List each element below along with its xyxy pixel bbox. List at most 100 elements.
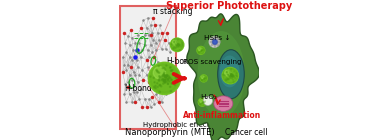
Circle shape: [223, 68, 237, 83]
FancyBboxPatch shape: [120, 6, 176, 129]
Circle shape: [227, 69, 228, 70]
Circle shape: [197, 46, 205, 54]
Ellipse shape: [220, 55, 240, 87]
Circle shape: [198, 47, 204, 54]
Circle shape: [153, 87, 155, 88]
Circle shape: [166, 76, 167, 77]
Circle shape: [164, 68, 165, 69]
Circle shape: [166, 75, 167, 76]
Text: Superior Phototherapy: Superior Phototherapy: [166, 1, 292, 11]
Circle shape: [201, 75, 207, 81]
Circle shape: [217, 44, 219, 46]
Circle shape: [167, 83, 169, 85]
Circle shape: [164, 80, 166, 81]
Circle shape: [175, 81, 176, 82]
Circle shape: [172, 40, 178, 45]
Circle shape: [174, 39, 175, 40]
Circle shape: [200, 75, 207, 82]
Circle shape: [162, 75, 163, 76]
Circle shape: [226, 72, 227, 73]
Circle shape: [150, 64, 179, 93]
Circle shape: [178, 45, 179, 46]
Circle shape: [199, 99, 206, 106]
Circle shape: [171, 39, 183, 51]
Circle shape: [153, 77, 154, 78]
Circle shape: [222, 67, 239, 84]
Circle shape: [230, 77, 231, 78]
Circle shape: [230, 71, 231, 72]
Circle shape: [163, 80, 164, 82]
Circle shape: [154, 82, 155, 83]
Circle shape: [172, 44, 173, 45]
Circle shape: [228, 79, 229, 80]
Circle shape: [198, 98, 206, 106]
Circle shape: [171, 83, 172, 84]
Circle shape: [160, 77, 161, 78]
Circle shape: [174, 48, 175, 49]
Circle shape: [164, 69, 166, 70]
Circle shape: [151, 65, 178, 92]
Circle shape: [170, 70, 172, 71]
Circle shape: [211, 44, 213, 46]
Circle shape: [176, 40, 177, 41]
Circle shape: [200, 99, 203, 102]
Circle shape: [199, 99, 206, 106]
Circle shape: [214, 37, 216, 39]
Circle shape: [178, 45, 179, 46]
Circle shape: [159, 85, 160, 86]
Circle shape: [149, 63, 180, 94]
Circle shape: [165, 76, 167, 77]
Circle shape: [159, 80, 160, 81]
Circle shape: [203, 96, 212, 105]
Circle shape: [197, 47, 204, 54]
Circle shape: [150, 76, 151, 77]
Circle shape: [209, 36, 220, 48]
Circle shape: [149, 62, 181, 94]
Circle shape: [170, 91, 172, 92]
Circle shape: [175, 77, 177, 78]
Circle shape: [158, 72, 160, 73]
Circle shape: [170, 67, 171, 68]
Circle shape: [211, 38, 213, 40]
Circle shape: [156, 83, 158, 84]
Circle shape: [230, 76, 231, 77]
Circle shape: [166, 77, 167, 79]
Circle shape: [162, 67, 163, 69]
Circle shape: [170, 38, 184, 51]
Circle shape: [170, 38, 184, 52]
Circle shape: [199, 99, 206, 106]
Circle shape: [222, 67, 239, 84]
Circle shape: [149, 62, 181, 94]
Text: HSPs ↓: HSPs ↓: [204, 35, 230, 41]
Circle shape: [169, 77, 170, 78]
Circle shape: [179, 44, 180, 45]
Circle shape: [163, 74, 164, 75]
Circle shape: [201, 76, 204, 79]
Ellipse shape: [214, 96, 233, 111]
Circle shape: [200, 75, 207, 82]
Circle shape: [165, 76, 166, 77]
Circle shape: [176, 73, 177, 74]
Circle shape: [200, 75, 207, 82]
Circle shape: [182, 45, 183, 46]
Circle shape: [169, 81, 170, 82]
Circle shape: [225, 80, 226, 81]
Circle shape: [150, 64, 180, 93]
Circle shape: [181, 44, 182, 45]
Circle shape: [166, 81, 167, 82]
Text: ROS scavenging: ROS scavenging: [183, 59, 242, 65]
Circle shape: [225, 79, 226, 80]
Circle shape: [167, 75, 168, 76]
Circle shape: [170, 86, 171, 88]
Circle shape: [197, 47, 204, 54]
Circle shape: [161, 78, 163, 79]
Circle shape: [200, 75, 207, 82]
Circle shape: [212, 39, 217, 45]
Circle shape: [217, 38, 219, 40]
Circle shape: [163, 80, 165, 81]
Circle shape: [235, 75, 236, 76]
Circle shape: [165, 75, 166, 76]
Ellipse shape: [198, 31, 245, 117]
Text: Hydrophobic effect: Hydrophobic effect: [143, 122, 209, 128]
Circle shape: [167, 78, 168, 80]
